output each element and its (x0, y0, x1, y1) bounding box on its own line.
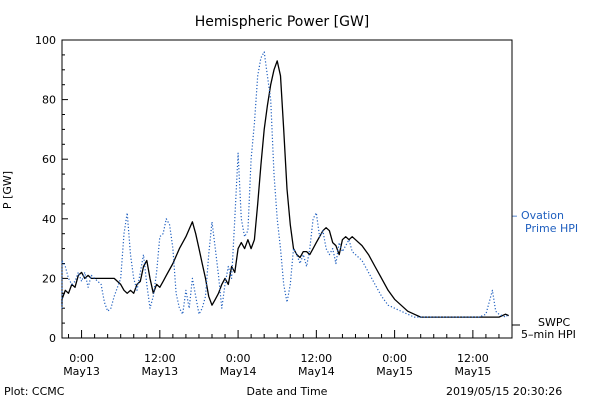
y-axis: 0 20 40 60 80 100 (35, 34, 68, 345)
x-tick-time-label: 12:00 (457, 352, 489, 365)
x-tick-date-label: May15 (454, 365, 491, 378)
y-axis-label: P [GW] (1, 171, 14, 209)
x-tick-time-label: 0:00 (382, 352, 407, 365)
y-tick-label: 20 (42, 272, 56, 285)
x-tick-date-label: May13 (141, 365, 178, 378)
x-axis-label: Date and Time (247, 385, 328, 398)
x-tick-time-label: 0:00 (226, 352, 251, 365)
x-tick-time-label: 12:00 (300, 352, 332, 365)
chart-title: Hemispheric Power [GW] (195, 14, 370, 30)
legend-swpc-line1: SWPC (538, 316, 570, 329)
y-tick-label: 0 (49, 332, 56, 345)
x-tick-time-label: 0:00 (69, 352, 94, 365)
x-tick-date-label: May13 (63, 365, 100, 378)
y-tick-label: 80 (42, 94, 56, 107)
y-tick-label: 40 (42, 213, 56, 226)
x-tick-date-label: May14 (220, 365, 257, 378)
legend-ovation-line1: – Ovation (512, 209, 564, 222)
legend-swpc-line2: 5–min HPI (521, 328, 576, 341)
footer-timestamp: 2019/05/15 20:30:26 (446, 385, 562, 398)
x-axis: 0:00May1312:00May130:00May1412:00May140:… (63, 330, 500, 378)
footer-credit: Plot: CCMC (4, 385, 65, 398)
series-swpc-line (61, 60, 509, 318)
y-tick-label: 60 (42, 153, 56, 166)
y-tick-label: 100 (35, 34, 56, 47)
x-tick-time-label: 12:00 (144, 352, 176, 365)
x-tick-date-label: May15 (376, 365, 413, 378)
legend-ovation-line2: Prime HPI (525, 222, 578, 235)
series-ovation-line (61, 51, 510, 318)
x-tick-date-label: May14 (298, 365, 335, 378)
series-layer (61, 51, 510, 318)
